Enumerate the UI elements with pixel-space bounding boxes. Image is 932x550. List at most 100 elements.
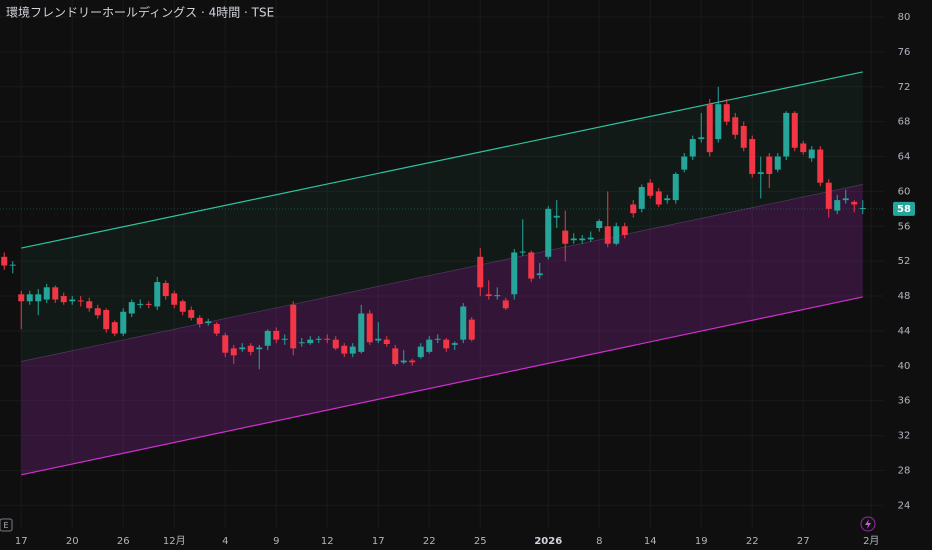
x-tick-label: 22: [423, 536, 436, 547]
candle-body: [519, 251, 526, 253]
y-tick-label: 68: [898, 117, 911, 128]
candle-body: [621, 226, 628, 236]
candle-body: [774, 156, 781, 170]
candle-body: [35, 294, 42, 302]
flash-icon[interactable]: [860, 516, 876, 532]
candle-body: [494, 295, 501, 297]
candle-body: [383, 339, 390, 345]
y-tick-label: 36: [898, 396, 911, 407]
y-tick-label: 32: [898, 431, 911, 442]
candle-body: [757, 172, 764, 174]
x-tick-label: 12: [321, 536, 334, 547]
candle-body: [137, 303, 144, 305]
candle-body: [120, 311, 127, 334]
candle-body: [400, 360, 407, 363]
candle-body: [460, 306, 467, 340]
candle-body: [128, 302, 135, 314]
candle-body: [859, 207, 866, 209]
x-tick-label: 26: [117, 536, 130, 547]
candle-body: [256, 347, 263, 350]
x-tick-label: 19: [695, 536, 708, 547]
candle-body: [349, 346, 356, 354]
candle-body: [86, 301, 93, 309]
x-tick-label: 14: [644, 536, 657, 547]
x-tick-label: 4: [222, 536, 228, 547]
candle-body: [103, 309, 110, 330]
y-tick-label: 60: [898, 186, 911, 197]
channel-middle-line: [21, 184, 863, 362]
candle-body: [205, 321, 212, 324]
channel-lower-line: [21, 296, 863, 476]
candle-body: [536, 273, 543, 276]
x-tick-label: 20: [66, 536, 79, 547]
candle-body: [647, 182, 654, 196]
candle-body: [443, 339, 450, 349]
candle-body: [426, 339, 433, 352]
candle-body: [579, 238, 586, 241]
candle-body: [273, 330, 280, 340]
candle-body: [358, 313, 365, 352]
candle-body: [596, 221, 603, 229]
candle-body: [213, 323, 220, 334]
candle-body: [689, 139, 696, 157]
x-tick-label: 25: [474, 536, 487, 547]
candle-body: [366, 313, 373, 343]
candle-body: [825, 182, 832, 209]
flash-glyph: [865, 519, 871, 529]
last-price-badge: [893, 201, 915, 216]
x-tick-label: 17: [15, 536, 28, 547]
y-tick-label: 56: [898, 221, 911, 232]
candle-body: [655, 191, 662, 205]
candle-body: [723, 104, 730, 122]
candle-body: [307, 339, 314, 344]
candle-body: [281, 338, 288, 340]
candle-body: [740, 126, 747, 148]
x-tick-label: 17: [372, 536, 385, 547]
candle-body: [154, 282, 161, 307]
candle-body: [766, 156, 773, 174]
candle-body: [681, 156, 688, 170]
candle-body: [69, 299, 76, 302]
chart-title: 環境フレンドリーホールディングス · 4時間 · TSE: [6, 5, 274, 20]
y-tick-label: 80: [898, 12, 911, 23]
candle-body: [111, 322, 118, 334]
candle-body: [315, 338, 322, 340]
candle-body: [808, 149, 815, 159]
candle-body: [477, 256, 484, 288]
candle-body: [817, 149, 824, 183]
x-tick-label: 2月: [863, 535, 879, 547]
candle-body: [664, 198, 671, 201]
grid: [0, 0, 884, 528]
y-tick-label: 72: [898, 82, 911, 93]
candle-body: [290, 304, 297, 349]
x-tick-label: 2026: [534, 536, 562, 547]
channel-upper-fill: [21, 71, 863, 362]
candle-body: [672, 173, 679, 201]
candle-body: [409, 360, 416, 363]
candle-body: [43, 287, 50, 300]
candle-body: [52, 287, 59, 300]
candle-body: [392, 348, 399, 365]
candle-body: [511, 252, 518, 295]
candle-body: [451, 343, 458, 345]
x-tick-label: 12月: [163, 535, 186, 547]
candle-body: [613, 226, 620, 244]
y-tick-label: 44: [898, 326, 911, 337]
y-tick-label: 52: [898, 256, 911, 267]
candle-body: [842, 198, 849, 201]
candle-body: [502, 300, 509, 309]
y-tick-label: 48: [898, 291, 911, 302]
candle-body: [604, 226, 611, 244]
candle-body: [145, 303, 152, 305]
candle-body: [485, 294, 492, 297]
channel-lower-fill: [21, 184, 863, 475]
x-tick-label: 8: [596, 536, 602, 547]
corner-label: E: [3, 521, 8, 530]
candle-body: [417, 346, 424, 358]
candle-body: [638, 187, 645, 209]
y-tick-label: 40: [898, 361, 911, 372]
